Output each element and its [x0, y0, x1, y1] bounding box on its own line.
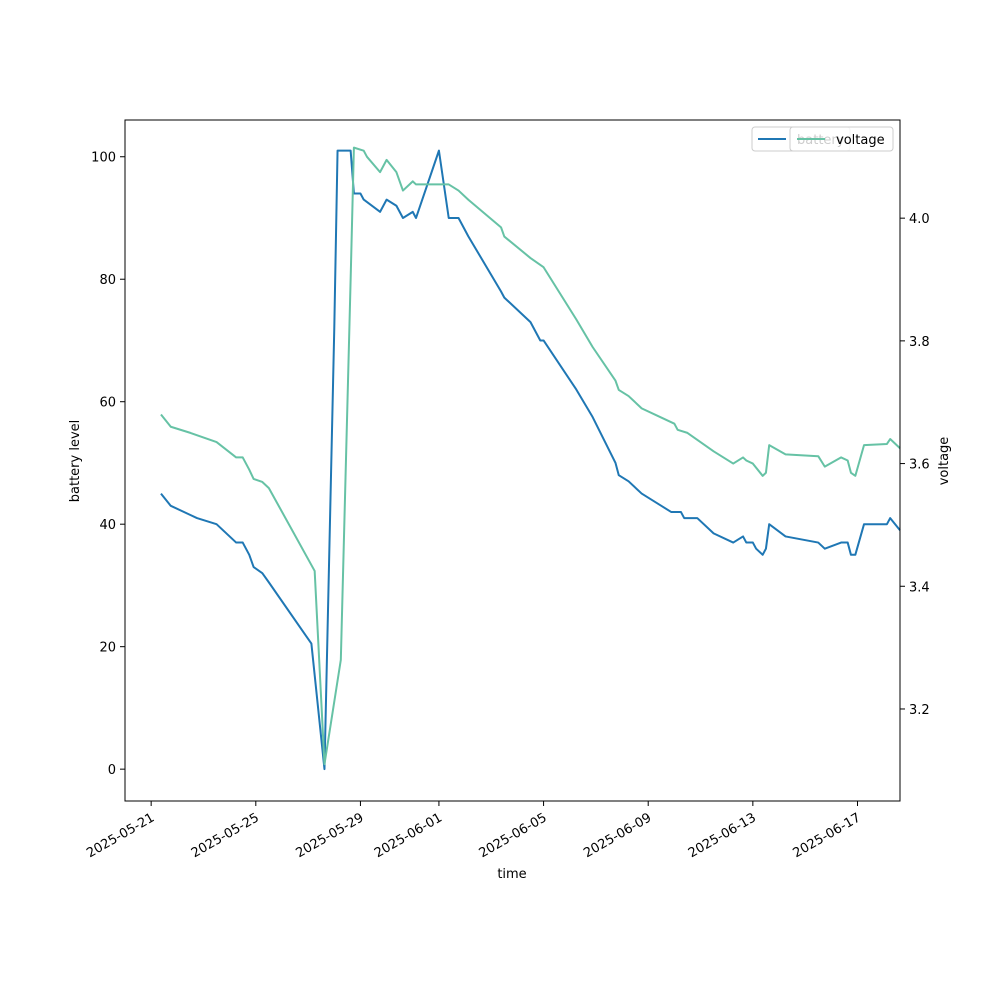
y2-tick-label: 4.0	[909, 212, 930, 227]
y2-tick-label: 3.8	[909, 335, 930, 350]
y-tick-label: 0	[108, 763, 116, 778]
y-tick-label: 40	[99, 518, 116, 533]
series-line-voltage	[160, 146, 901, 766]
y2-tick-label: 3.4	[909, 580, 930, 595]
legend-right-axis: voltage	[789, 126, 894, 152]
y2-tick-label: 3.6	[909, 458, 930, 473]
y2-tick-label: 3.2	[909, 703, 930, 718]
series-lines	[160, 146, 901, 771]
y-tick-label: 80	[99, 273, 116, 288]
y-tick-label: 100	[91, 151, 116, 166]
plot-frame	[124, 119, 901, 802]
legend-box-right-axis	[789, 126, 894, 152]
y-axis-title: battery level	[68, 420, 83, 503]
series-line-battery	[160, 149, 901, 771]
x-axis-title: time	[497, 867, 526, 882]
y-tick-label: 20	[99, 641, 116, 656]
legend-label-voltage: voltage	[836, 133, 885, 148]
y2-axis-title: voltage	[937, 437, 952, 486]
y-tick-label: 60	[99, 396, 116, 411]
